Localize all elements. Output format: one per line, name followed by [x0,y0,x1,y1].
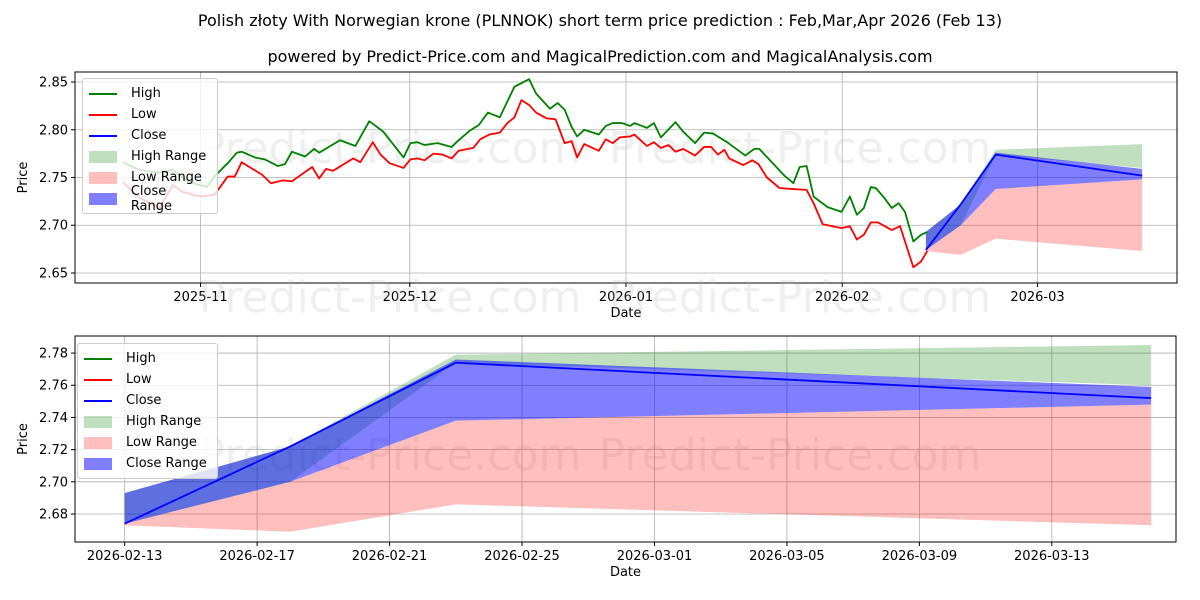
high-line [122,78,928,243]
y-tick-label: 2.72 [39,443,68,458]
legend-swatch-close [84,399,112,402]
history-chart: 2.65 2.70 2.75 2.80 2.85 2025-11 2025-12 2026-0… [16,71,1178,321]
axes-frame [74,71,1178,284]
y-axis-label: Price [16,423,31,455]
legend-label: Low [131,107,157,122]
legend-item-high: High [84,348,211,369]
legend-label: Close Range [130,183,173,214]
low-range-band [925,179,1143,255]
legend-bottom: High Low Close High Range Low Range Clos… [77,343,218,479]
legend-label: High Range [131,149,207,164]
watermark: Predict-Price.com [609,272,992,323]
watermark: Predict-Price.com [199,272,582,323]
y-tick-label: 2.85 [39,76,68,91]
legend-swatch-low [89,113,117,116]
legend-item-high-range: High Range [84,411,211,432]
legend-swatch-close [89,134,117,137]
y-tick-label: 2.70 [39,475,68,490]
legend-label: Low Range [126,435,197,450]
low-range-band [124,404,1152,532]
legend-swatch-high [84,357,112,360]
x-tick-label: 2026-02-13 [87,549,163,564]
legend-item-close-range: Close Range [89,184,211,214]
legend-label: High Range [126,414,202,429]
legend-label: Low [126,372,152,387]
x-axis-label: Date [610,565,641,580]
chart-title: Polish złoty With Norwegian krone (PLNNO… [198,11,1002,30]
legend-swatch-low-range [84,436,112,449]
x-tick-label: 2026-03-09 [882,549,958,564]
legend-item-high: High [89,83,211,104]
legend-label: Close [126,393,162,408]
legend-item-low-range: Low Range [89,167,211,188]
legend-swatch-high-range [84,415,112,428]
forecast-chart: 2.68 2.70 2.72 2.74 2.76 2.78 2026-02-13 2026-0… [16,335,1177,580]
low-line [122,99,929,269]
x-tick-label: 2026-03-13 [1014,549,1090,564]
y-tick-label: 2.80 [39,123,68,138]
legend-top: High Low Close High Range Low Range Clos… [82,78,218,214]
legend-label: Low Range [131,170,202,185]
x-tick-label: 2026-03-05 [749,549,825,564]
axes-frame [74,335,1177,543]
y-tick-label: 2.70 [39,219,68,234]
legend-label: High [131,86,161,101]
watermark: Predict-Price.com [599,430,982,481]
legend-item-close: Close [84,390,211,411]
x-tick-label: 2026-03 [1010,290,1064,305]
x-tick-label: 2026-03-01 [617,549,693,564]
legend-label: Close Range [126,456,207,471]
legend-item-high-range: High Range [89,146,211,167]
x-tick-label: 2026-02-17 [219,549,295,564]
legend-item-low: Low [89,104,211,125]
y-tick-label: 2.68 [39,507,68,522]
x-axis-label: Date [610,306,641,321]
legend-item-close-range: Close Range [84,453,211,474]
legend-swatch-close-range [84,457,112,470]
y-tick-label: 2.76 [39,379,68,394]
chart-subtitle: powered by Predict-Price.com and Magical… [267,47,932,66]
legend-swatch-high [89,92,117,95]
legend-swatch-low-range [89,171,117,184]
y-tick-label: 2.78 [39,347,68,362]
x-tick-label: 2026-02-21 [352,549,428,564]
legend-swatch-high-range [89,150,117,163]
x-tick-label: 2026-02-25 [484,549,560,564]
x-tick-label: 2026-02 [815,290,869,305]
x-tick-label: 2026-01 [599,290,653,305]
close-line [124,361,1152,525]
y-tick-label: 2.65 [39,266,68,281]
watermark: Predict-Price.com [199,123,582,174]
legend-swatch-close-range [89,192,117,205]
x-tick-label: 2025-12 [383,290,437,305]
close-line [925,153,1143,251]
legend-item-close: Close [89,125,211,146]
legend-item-low: Low [84,369,211,390]
legend-label: Close [131,128,167,143]
legend-swatch-low [84,378,112,381]
y-tick-label: 2.75 [39,171,68,186]
legend-label: High [126,351,156,366]
y-tick-label: 2.74 [39,411,68,426]
y-axis-label: Price [16,162,31,194]
legend-item-low-range: Low Range [84,432,211,453]
x-tick-label: 2025-11 [173,290,227,305]
